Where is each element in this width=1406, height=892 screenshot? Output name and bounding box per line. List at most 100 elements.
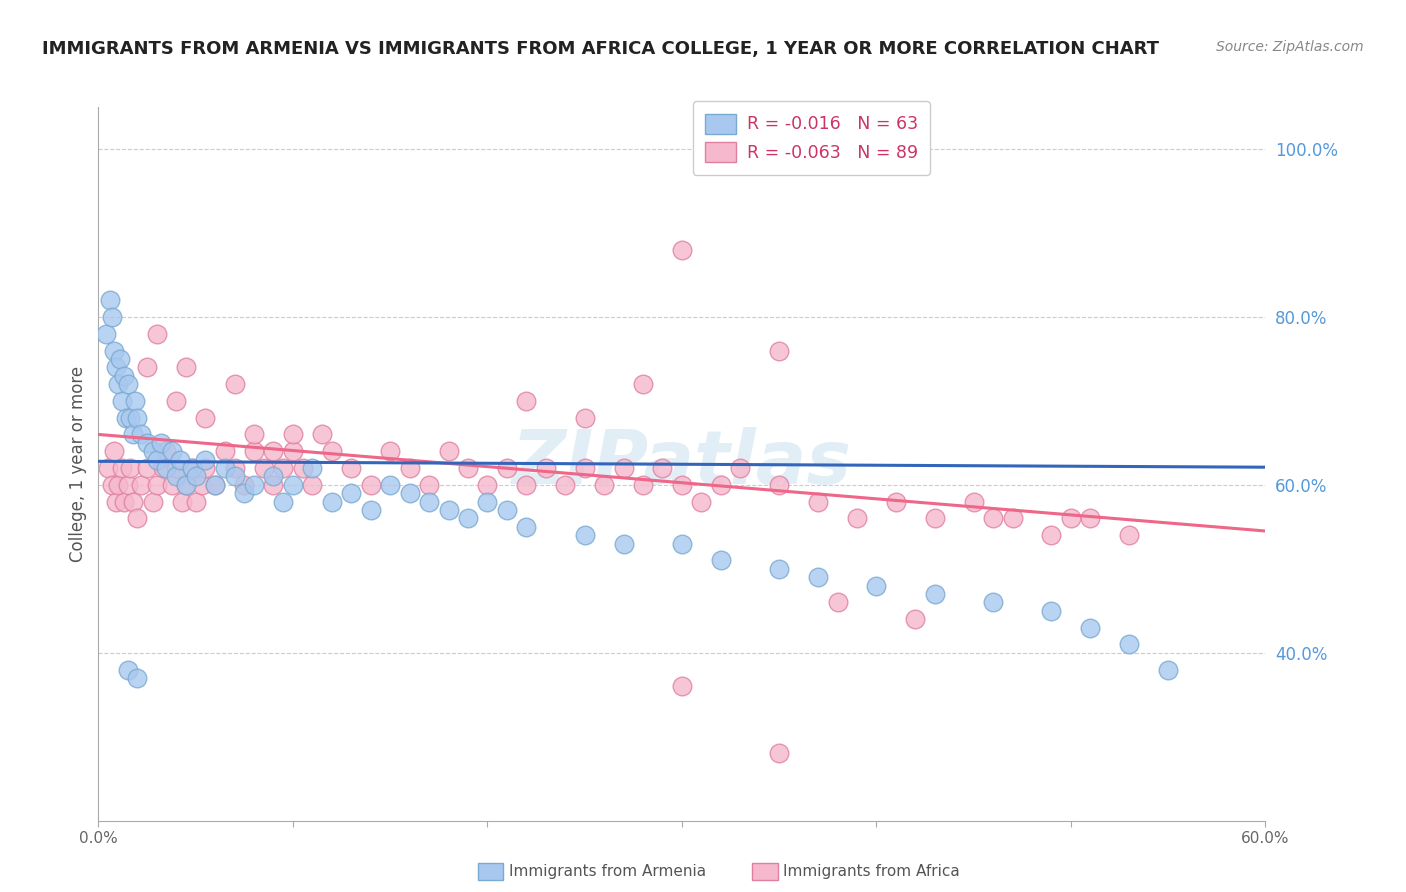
Point <box>340 486 363 500</box>
Point <box>1040 528 1063 542</box>
Point <box>271 494 294 508</box>
Point <box>174 360 197 375</box>
Point <box>1080 621 1102 635</box>
Point <box>398 486 420 500</box>
Point <box>253 461 276 475</box>
Point <box>165 461 187 475</box>
Point <box>574 528 596 542</box>
Point <box>262 444 284 458</box>
Point <box>1060 511 1083 525</box>
Point <box>418 478 440 492</box>
Point <box>515 520 537 534</box>
Point <box>233 486 256 500</box>
Point <box>103 444 125 458</box>
Point <box>631 377 654 392</box>
Point <box>671 478 693 492</box>
Point <box>768 562 790 576</box>
Point <box>515 393 537 408</box>
Point <box>136 461 159 475</box>
Point <box>103 343 125 358</box>
Point <box>114 410 136 425</box>
Point <box>162 478 184 492</box>
Point <box>180 461 202 475</box>
Point <box>613 536 636 550</box>
Point <box>243 427 266 442</box>
Point <box>884 494 907 508</box>
Point <box>321 444 343 458</box>
Point <box>104 494 127 508</box>
Point <box>262 469 284 483</box>
Point <box>631 478 654 492</box>
Point <box>184 469 207 483</box>
Point <box>204 478 226 492</box>
Point <box>981 595 1004 609</box>
Point <box>122 427 145 442</box>
Point <box>904 612 927 626</box>
Point <box>671 679 693 693</box>
Point <box>204 478 226 492</box>
Point <box>112 494 135 508</box>
Point <box>97 461 120 475</box>
Point <box>194 452 217 467</box>
Point <box>107 478 129 492</box>
Point <box>340 461 363 475</box>
Point <box>1040 604 1063 618</box>
Point <box>865 578 887 592</box>
Point <box>671 536 693 550</box>
Text: Immigrants from Armenia: Immigrants from Armenia <box>509 864 706 879</box>
Point <box>924 511 946 525</box>
Point <box>593 478 616 492</box>
Point <box>1118 637 1140 651</box>
Point <box>129 427 152 442</box>
Point <box>165 469 187 483</box>
Point <box>281 478 304 492</box>
Text: ZIPatlas: ZIPatlas <box>512 427 852 500</box>
Point <box>184 494 207 508</box>
Text: Source: ZipAtlas.com: Source: ZipAtlas.com <box>1216 40 1364 54</box>
Point <box>101 478 124 492</box>
Point <box>710 478 733 492</box>
Point <box>457 461 479 475</box>
Point <box>165 393 187 408</box>
Point <box>243 444 266 458</box>
Point <box>730 461 752 475</box>
Point <box>380 444 402 458</box>
Y-axis label: College, 1 year or more: College, 1 year or more <box>69 366 87 562</box>
Point <box>311 427 333 442</box>
Point <box>155 444 177 458</box>
Point <box>142 444 165 458</box>
Point <box>117 663 139 677</box>
Point <box>262 478 284 492</box>
Point <box>96 326 118 341</box>
Point <box>554 478 576 492</box>
Point <box>117 478 139 492</box>
Point <box>127 671 149 685</box>
Point <box>477 494 499 508</box>
Point <box>146 478 169 492</box>
Point <box>233 478 256 492</box>
Point <box>671 243 693 257</box>
Point <box>136 360 159 375</box>
Point <box>146 452 169 467</box>
Point <box>214 444 236 458</box>
Point <box>281 427 304 442</box>
Point <box>768 343 790 358</box>
Point <box>271 461 294 475</box>
Point <box>136 435 159 450</box>
Point <box>122 494 145 508</box>
Point <box>108 351 131 366</box>
Point <box>118 410 141 425</box>
Legend: R = -0.016   N = 63, R = -0.063   N = 89: R = -0.016 N = 63, R = -0.063 N = 89 <box>693 102 929 175</box>
Point <box>1118 528 1140 542</box>
Point <box>129 478 152 492</box>
Point <box>534 461 557 475</box>
Point <box>301 478 323 492</box>
Point <box>380 478 402 492</box>
Point <box>924 587 946 601</box>
Point <box>651 461 673 475</box>
Point <box>807 570 830 584</box>
Point <box>127 410 149 425</box>
Point <box>360 503 382 517</box>
Point <box>574 410 596 425</box>
Point <box>194 461 217 475</box>
